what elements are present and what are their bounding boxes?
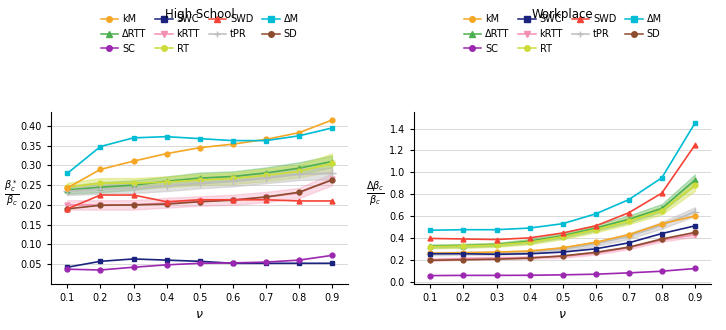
X-axis label: ν: ν	[559, 308, 566, 321]
Y-axis label: $\frac{\beta_c^*}{\beta_c}$: $\frac{\beta_c^*}{\beta_c}$	[4, 179, 20, 208]
Legend: kM, ΔRTT, SC, SWC, kRTT, RT, SWD, tPR, ΔM, SD: kM, ΔRTT, SC, SWC, kRTT, RT, SWD, tPR, Δ…	[101, 14, 298, 54]
Text: High School: High School	[165, 8, 234, 21]
X-axis label: ν: ν	[196, 308, 203, 321]
Y-axis label: $\frac{\Delta\beta_c}{\beta_c}$: $\frac{\Delta\beta_c}{\beta_c}$	[366, 180, 385, 208]
Text: Workplace: Workplace	[532, 8, 593, 21]
Legend: kM, ΔRTT, SC, SWC, kRTT, RT, SWD, tPR, ΔM, SD: kM, ΔRTT, SC, SWC, kRTT, RT, SWD, tPR, Δ…	[464, 14, 661, 54]
